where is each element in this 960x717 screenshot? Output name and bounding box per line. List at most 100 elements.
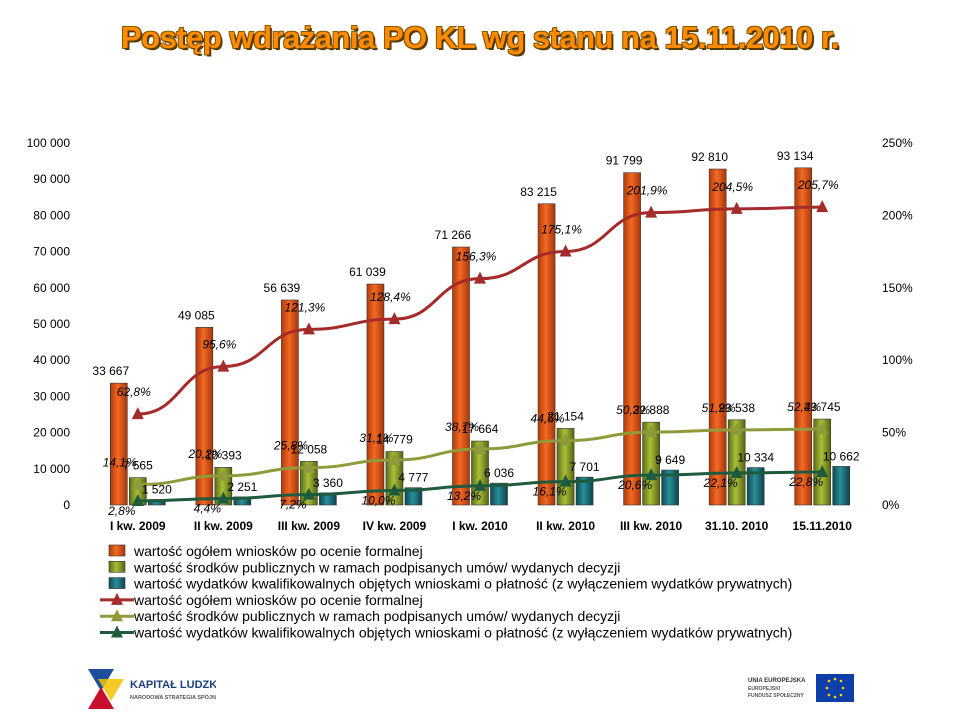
legend-entry-label: wartość wydatków kwalifikowalnych objęty… — [133, 576, 792, 592]
right-axis-tick-label: 250% — [882, 136, 913, 150]
line-marker-1 — [217, 359, 230, 372]
category-label: II kw. 2010 — [536, 519, 595, 533]
line-value-label: 10,0% — [361, 494, 395, 508]
bar-value-label: 49 085 — [178, 308, 215, 322]
bar-value-label: 71 266 — [435, 228, 472, 242]
bar-value-label: 33 667 — [92, 364, 129, 378]
bar-series-3 — [490, 482, 508, 506]
legend-swatch-bar — [108, 577, 126, 589]
line-marker-3 — [559, 474, 572, 487]
line-marker-3 — [474, 478, 486, 491]
bar-value-label: 10 662 — [823, 449, 860, 463]
line-marker-3 — [816, 464, 829, 477]
line-value-label: 156,3% — [456, 250, 497, 264]
logo-left-line1: KAPITAŁ LUDZKI — [130, 679, 216, 691]
kapital-ludzki-logo: KAPITAŁ LUDZKI NARODOWA STRATEGIA SPÓJNO… — [88, 669, 216, 709]
line-value-label: 20,6% — [617, 478, 652, 492]
line-series-1 — [137, 205, 823, 416]
bar-value-label: 23 745 — [804, 400, 841, 414]
line-value-label: 205,7% — [797, 178, 839, 192]
bar-value-label: 10 393 — [205, 448, 242, 462]
category-label: I kw. 2009 — [110, 519, 166, 533]
line-value-label: 2,8% — [107, 504, 136, 518]
logo-right-line1: UNIA EUROPEJSKA — [748, 678, 806, 684]
bar-series-1 — [109, 382, 128, 506]
bar-series-1 — [452, 246, 470, 506]
line-value-label: 44,5% — [531, 412, 565, 426]
line-value-label: 14,1% — [103, 456, 137, 470]
category-label: 15.11.2010 — [793, 519, 853, 533]
line-marker-3 — [302, 487, 315, 500]
bar-series-1 — [794, 167, 813, 506]
bar-series-3 — [746, 467, 765, 506]
line-value-label: 201,9% — [626, 184, 668, 198]
legend-swatch-bar — [108, 560, 126, 573]
line-value-label: 121,3% — [285, 300, 326, 314]
line-value-label: 7,2% — [279, 498, 307, 512]
bar-value-label: 91 799 — [606, 154, 643, 168]
eu-logo: UNIA EUROPEJSKA EUROPEJSKI FUNDUSZ SPOŁE… — [748, 674, 854, 702]
right-axis-tick-label: 200% — [882, 208, 913, 222]
bar-value-label: 6 036 — [484, 466, 514, 480]
line-marker-1 — [474, 271, 486, 284]
line-marker-3 — [730, 465, 743, 478]
bar-value-label: 7 701 — [570, 460, 600, 474]
category-label: I kw. 2010 — [452, 519, 508, 533]
bar-series-2 — [727, 419, 746, 506]
line-value-label: 16,1% — [533, 485, 567, 499]
line-marker-1 — [730, 201, 743, 214]
line-marker-2 — [131, 477, 144, 490]
line-marker-1 — [645, 205, 658, 218]
line-marker-2 — [730, 422, 743, 435]
bar-series-3 — [661, 469, 679, 506]
right-axis-tick-label: 0% — [882, 498, 900, 512]
line-value-label: 128,4% — [370, 290, 411, 304]
category-label: III kw. 2010 — [620, 519, 683, 533]
legend-marker — [111, 625, 123, 638]
line-value-label: 20,2% — [187, 447, 222, 461]
legend-entry-label: wartość środków publicznych w ramach pod… — [133, 559, 620, 575]
bar-value-label: 10 334 — [737, 451, 774, 465]
left-axis-tick-label: 40 000 — [33, 353, 70, 367]
line-marker-3 — [131, 493, 144, 506]
line-value-label: 50,3% — [616, 403, 650, 417]
bar-value-label: 3 360 — [313, 476, 343, 490]
category-label: III kw. 2009 — [278, 519, 341, 533]
right-axis-tick-label: 50% — [882, 426, 906, 440]
left-axis-tick-label: 20 000 — [33, 426, 70, 440]
legend-entry-label: wartość ogółem wniosków po ocenie formal… — [133, 592, 423, 608]
line-value-label: 4,4% — [194, 502, 222, 516]
legend-entry-label: wartość ogółem wniosków po ocenie formal… — [133, 543, 423, 559]
line-marker-2 — [645, 425, 658, 438]
bar-series-3 — [404, 487, 423, 506]
bar-value-label: 14 779 — [376, 433, 413, 447]
line-marker-1 — [388, 312, 401, 325]
left-axis-tick-label: 90 000 — [33, 172, 70, 186]
bar-series-2 — [642, 421, 660, 506]
bar-value-label: 92 810 — [691, 150, 728, 164]
line-marker-1 — [302, 322, 315, 335]
bar-series-3 — [575, 476, 594, 506]
line-marker-3 — [645, 468, 658, 481]
line-value-label: 95,6% — [202, 338, 236, 352]
right-axis-tick-label: 100% — [882, 353, 913, 367]
line-value-label: 25,8% — [273, 439, 308, 453]
line-marker-2 — [388, 452, 401, 465]
line-marker-2 — [217, 468, 230, 481]
line-marker-2 — [302, 460, 315, 473]
bar-value-label: 12 058 — [291, 442, 328, 456]
left-axis-tick-label: 60 000 — [33, 281, 70, 295]
bar-value-label: 22 888 — [633, 403, 670, 417]
legend-marker — [111, 592, 123, 605]
line-marker-3 — [217, 491, 230, 504]
line-marker-1 — [131, 407, 144, 420]
line-value-label: 13,2% — [447, 489, 481, 503]
bar-value-label: 1 520 — [142, 482, 172, 496]
legend-entry-label: wartość wydatków kwalifikowalnych objęty… — [133, 625, 792, 641]
bar-value-label: 56 639 — [264, 281, 301, 295]
line-value-label: 52,4% — [787, 400, 821, 414]
legend-swatch-bar — [108, 544, 126, 557]
line-value-label: 51,9% — [702, 401, 736, 415]
left-axis-tick-label: 10 000 — [33, 462, 70, 476]
